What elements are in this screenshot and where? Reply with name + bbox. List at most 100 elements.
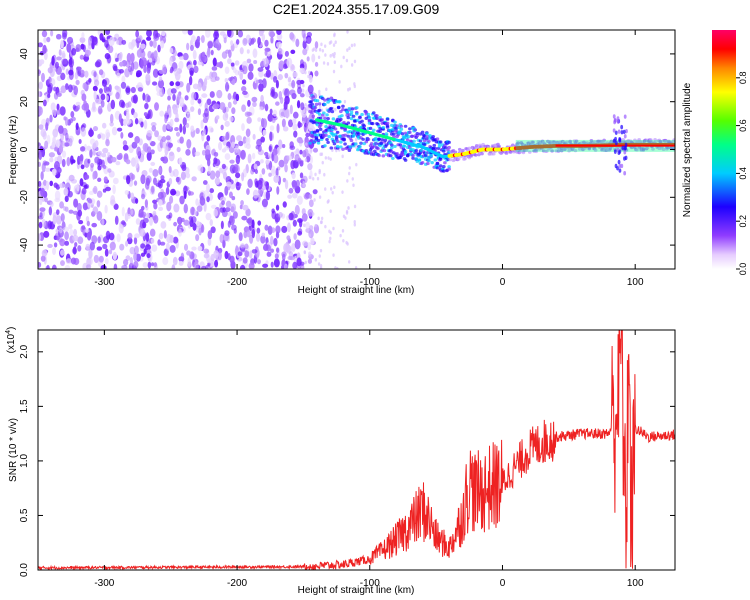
noise-speck [303,223,306,228]
noise-blob [60,39,64,49]
noise-blob [257,67,264,72]
signal-blob [425,132,429,136]
noise-blob [100,100,105,108]
noise-blob [153,262,158,268]
noise-blob [223,37,227,44]
noise-blob [92,126,99,132]
noise-blob [169,195,174,204]
noise-blob [51,109,58,116]
noise-speck [314,223,317,228]
signal-blob [350,107,355,111]
signal-blob [329,96,334,100]
signal-blob [343,128,347,132]
noise-blob [59,183,66,189]
noise-blob [228,211,232,217]
signal-blob [417,158,422,162]
noise-blob [306,31,312,38]
noise-blob [164,110,169,116]
signal-blob [469,153,474,157]
noise-blob [121,39,127,45]
signal-blob [380,118,385,122]
noise-blob [289,89,296,96]
noise-blob [248,262,255,269]
signal-blob [427,159,431,163]
noise-blob [308,199,314,208]
signal-blob [390,146,394,150]
noise-blob [307,242,312,251]
noise-speck [323,172,326,177]
noise-blob [265,159,271,164]
noise-blob [51,55,55,66]
noise-blob [178,55,185,60]
spike-blob [616,166,619,171]
noise-blob [135,253,141,262]
noise-blob [221,163,226,170]
noise-blob [94,98,101,105]
noise-blob [143,112,148,117]
noise-blob [146,253,151,259]
noise-blob [64,265,71,269]
spectrogram-ytick-label: -20 [19,190,30,205]
noise-blob [112,251,118,261]
signal-blob [403,158,408,162]
signal-blob [592,140,597,144]
noise-blob [60,72,66,81]
noise-blob [186,138,192,149]
noise-blob [134,155,139,164]
noise-speck [314,172,317,177]
noise-speck [345,58,349,63]
noise-blob [264,103,269,112]
noise-blob [51,168,57,175]
signal-blob [406,135,411,139]
noise-blob [297,230,303,236]
spike-blob [614,136,617,142]
noise-blob [290,159,296,170]
noise-blob [43,37,47,43]
snr-xtick-label: -300 [94,578,114,589]
noise-blob [207,40,214,49]
noise-blob [42,99,47,107]
noise-blob [207,230,213,240]
signal-blob [341,107,345,112]
signal-blob [354,106,359,110]
noise-blob [163,230,167,239]
noise-blob [56,33,62,40]
signal-blob [528,150,532,154]
noise-blob [86,145,92,151]
noise-blob [206,50,211,58]
signal-blob [608,146,613,151]
spectrogram-xtick-label: -200 [227,277,247,288]
noise-blob [81,187,87,195]
signal-blob [408,130,412,134]
noise-blob [96,246,103,251]
noise-blob [105,30,111,35]
noise-blob [237,251,243,257]
noise-speck [350,43,354,48]
noise-blob [289,256,295,261]
noise-blob [54,190,61,201]
noise-speck [340,64,343,69]
noise-blob [60,260,65,266]
noise-blob [219,31,226,36]
noise-blob [43,230,50,238]
noise-blob [75,101,81,106]
noise-blob [230,62,235,67]
noise-blob [231,224,237,231]
noise-blob [218,141,223,151]
noise-blob [66,156,71,167]
noise-blob [66,43,72,53]
snr-ytick-label: 2.0 [19,344,30,358]
noise-blob [281,118,286,128]
noise-blob [241,104,247,112]
noise-blob [269,125,275,131]
noise-blob [169,244,176,253]
noise-blob [179,97,184,106]
noise-blob [179,136,184,144]
noise-blob [104,204,108,214]
signal-blob [360,112,364,117]
noise-blob [175,131,181,137]
noise-blob [40,128,47,138]
signal-blob [385,117,390,121]
noise-blob [101,218,105,226]
noise-blob [224,82,230,92]
